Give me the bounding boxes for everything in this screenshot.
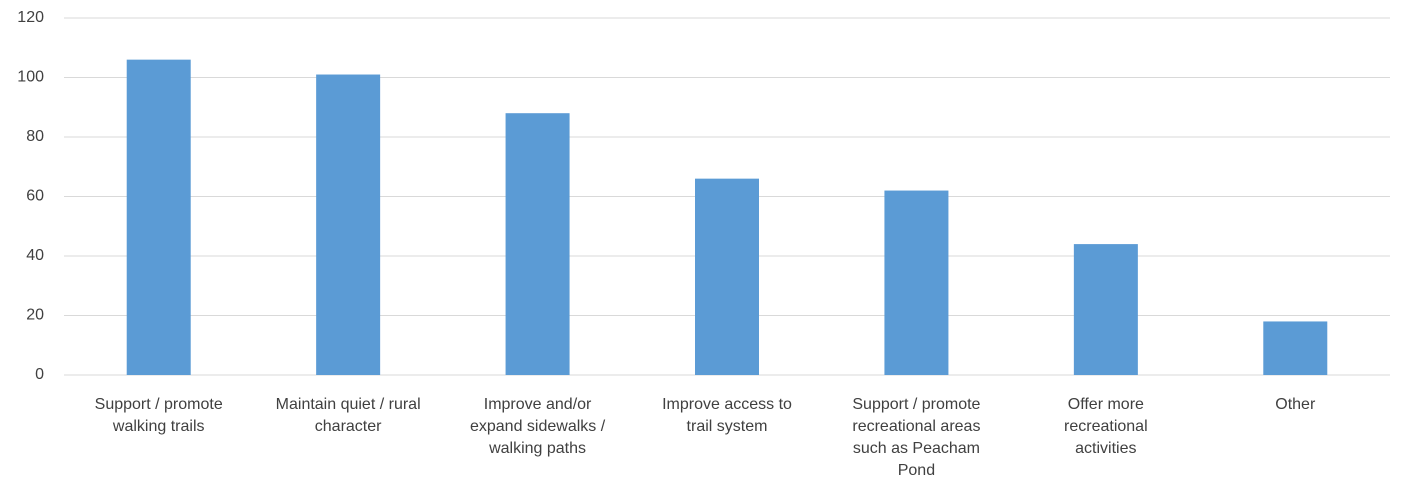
bar (1263, 321, 1328, 375)
bar (1073, 244, 1138, 375)
y-tick-label: 40 (26, 247, 44, 264)
y-tick-label: 20 (26, 307, 44, 324)
x-tick-label: Other (1275, 396, 1316, 413)
bar (126, 59, 191, 376)
x-tick-label: Improve access to trail system (662, 396, 792, 435)
y-tick-label: 0 (35, 366, 44, 383)
bar (695, 178, 759, 375)
y-tick-label: 80 (26, 128, 44, 145)
y-tick-label: 100 (17, 69, 44, 86)
y-tick-label: 60 (26, 188, 44, 205)
x-tick-label: Offer more recreational activities (1064, 396, 1148, 457)
x-tick-label: Maintain quiet / rural character (275, 396, 421, 435)
bar (505, 113, 570, 375)
x-tick-label: Improve and/or expand sidewalks / walkin… (469, 396, 606, 457)
x-tick-label: Support / promote walking trails (94, 396, 223, 435)
y-tick-label: 120 (17, 9, 44, 26)
bar (884, 190, 949, 375)
x-tick-label: Support / promote recreational areas suc… (852, 396, 981, 479)
bar (316, 74, 381, 376)
